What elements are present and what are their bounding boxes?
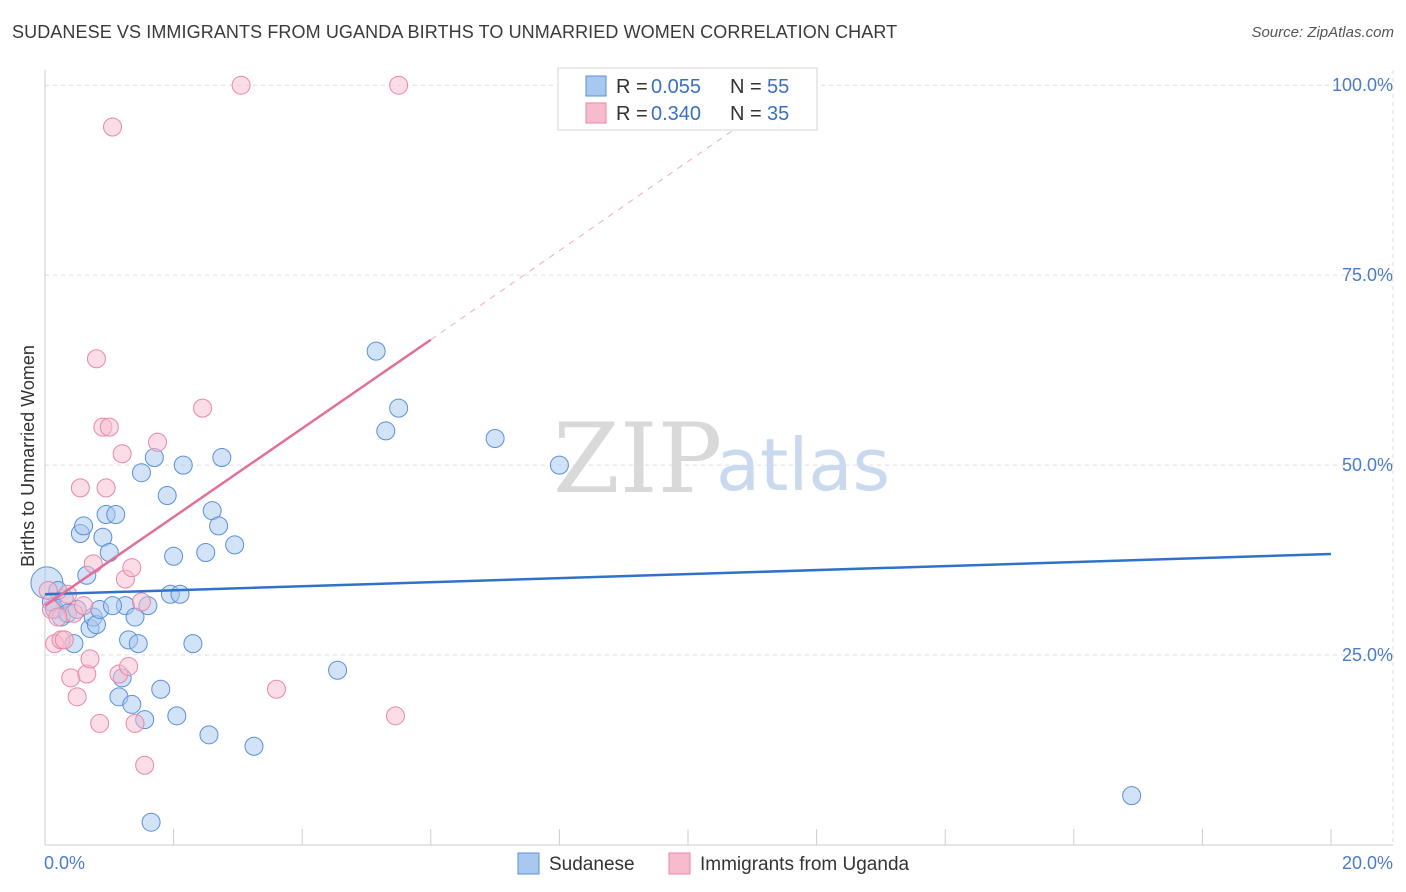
series-legend: Sudanese Immigrants from Uganda	[518, 853, 910, 875]
sudanese-point-33	[165, 547, 183, 565]
scatter-chart: ZIP atlas 25.0% 50.0% 75.0% 100.0% 0.0% 20.0…	[0, 0, 1406, 892]
sudanese-point-46	[367, 342, 385, 360]
y-tick-label-2: 75.0%	[1342, 265, 1393, 285]
legend-r-value-2: 0.340	[651, 103, 701, 125]
sudanese-point-35	[171, 585, 189, 603]
uganda-point-19	[104, 118, 122, 136]
legend-r-value-1: 0.055	[651, 76, 701, 98]
y-tick-label-3: 100.0%	[1332, 75, 1393, 95]
uganda-point-8	[68, 688, 86, 706]
y-axis-label: Births to Unmarried Women	[18, 345, 38, 567]
uganda-point-18	[100, 418, 118, 436]
sudanese-point-28	[142, 813, 160, 831]
trend-lines	[45, 108, 1331, 606]
watermark-zip: ZIP	[553, 403, 722, 515]
watermark: ZIP atlas	[553, 403, 890, 515]
uganda-point-29	[194, 399, 212, 417]
sudanese-point-47	[377, 422, 395, 440]
uganda-point-34	[49, 608, 67, 626]
uganda-point-32	[386, 707, 404, 725]
sudanese-point-16	[100, 543, 118, 561]
sudanese-point-38	[197, 543, 215, 561]
legend-n-value-1: 55	[767, 76, 789, 98]
sudanese-trend-line	[45, 554, 1331, 594]
bottom-legend-swatch-uganda	[669, 853, 690, 874]
sudanese-point-24	[129, 635, 147, 653]
sudanese-point-34	[168, 707, 186, 725]
uganda-point-12	[81, 650, 99, 668]
uganda-point-24	[123, 559, 141, 577]
uganda-trend-line	[45, 340, 431, 606]
legend-n-value-2: 35	[767, 103, 789, 125]
sudanese-point-54	[104, 597, 122, 615]
legend-r-label-1: R =	[616, 76, 648, 98]
uganda-point-31	[267, 680, 285, 698]
sudanese-point-50	[550, 456, 568, 474]
uganda-point-6	[62, 669, 80, 687]
uganda-point-4	[55, 631, 73, 649]
sudanese-point-36	[174, 456, 192, 474]
watermark-atlas: atlas	[716, 423, 890, 507]
sudanese-point-30	[152, 680, 170, 698]
sudanese-point-17	[107, 505, 125, 523]
x-tick-label-1: 20.0%	[1342, 853, 1393, 873]
sudanese-point-42	[213, 449, 231, 467]
sudanese-point-41	[210, 517, 228, 535]
sudanese-point-48	[390, 399, 408, 417]
sudanese-point-43	[226, 536, 244, 554]
uganda-point-21	[113, 445, 131, 463]
uganda-point-0	[39, 581, 57, 599]
sudanese-point-37	[184, 635, 202, 653]
uganda-trend-extension	[431, 108, 765, 340]
legend-n-label-1: N =	[730, 76, 762, 98]
sudanese-point-25	[132, 464, 150, 482]
sudanese-point-22	[123, 695, 141, 713]
legend-r-label-2: R =	[616, 103, 648, 125]
legend-swatch-sudanese	[586, 76, 606, 96]
sudanese-point-31	[158, 486, 176, 504]
uganda-point-10	[75, 597, 93, 615]
bottom-legend-swatch-sudanese	[518, 853, 539, 874]
uganda-point-13	[84, 555, 102, 573]
series-uganda-points	[39, 76, 407, 774]
sudanese-point-45	[329, 661, 347, 679]
bottom-legend-label-uganda: Immigrants from Uganda	[700, 854, 910, 875]
uganda-point-17	[97, 479, 115, 497]
bottom-legend-label-sudanese: Sudanese	[549, 854, 635, 875]
sudanese-point-51	[1123, 787, 1141, 805]
x-tick-label-0: 0.0%	[44, 853, 85, 873]
uganda-point-14	[87, 350, 105, 368]
uganda-point-30	[232, 76, 250, 94]
uganda-point-23	[120, 657, 138, 675]
y-tick-label-0: 25.0%	[1342, 645, 1393, 665]
legend-n-label-2: N =	[730, 103, 762, 125]
uganda-point-27	[136, 756, 154, 774]
uganda-point-33	[390, 76, 408, 94]
y-tick-labels: 25.0% 50.0% 75.0% 100.0%	[1332, 75, 1393, 665]
legend-swatch-uganda	[586, 103, 606, 123]
sudanese-point-49	[486, 430, 504, 448]
y-tick-label-1: 50.0%	[1342, 455, 1393, 475]
uganda-point-26	[132, 593, 150, 611]
sudanese-point-8	[75, 517, 93, 535]
uganda-point-25	[126, 714, 144, 732]
uganda-point-28	[149, 433, 167, 451]
uganda-point-15	[91, 714, 109, 732]
sudanese-point-39	[200, 726, 218, 744]
uganda-point-9	[71, 479, 89, 497]
correlation-legend: R = 0.055 N = 55 R = 0.340 N = 35	[558, 68, 817, 130]
sudanese-point-44	[245, 737, 263, 755]
